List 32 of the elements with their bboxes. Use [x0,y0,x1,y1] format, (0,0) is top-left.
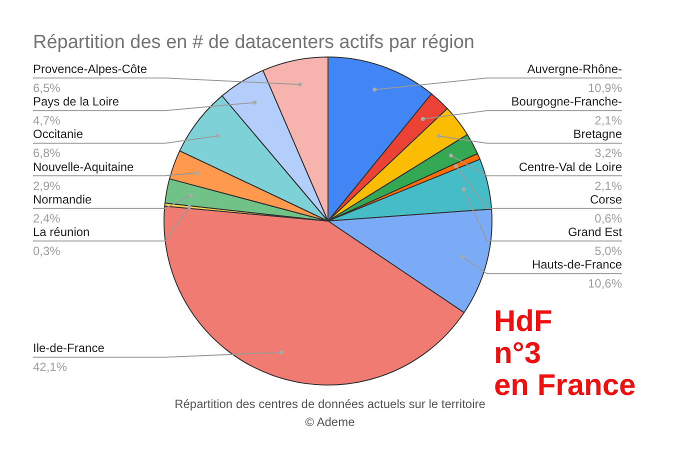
slice-label: Corse [590,192,622,206]
data-label: 10,6% [588,276,622,291]
slice-label: Grand Est [568,225,623,239]
slice-label: Nouvelle-Aquitaine [33,160,134,174]
slice-label: Bourgogne-Franche- [511,94,622,109]
chart-title: Répartition des en # de datacenters actifs par région [33,32,474,53]
data-label: 2,9% [33,178,61,193]
data-label: 42,1% [33,360,68,374]
data-label: 0,3% [33,244,61,258]
data-label: 2,1% [594,178,622,193]
text: HdF n°3 en France [494,305,636,402]
slice-label: La réunion [33,225,90,239]
data-label: 3,2% [594,146,622,160]
slice-label: Normandie [33,192,92,206]
slice-label: Auvergne-Rhône- [527,62,622,76]
data-label: 10,9% [588,81,622,95]
slice-label: Provence-Alpes-Côte [33,62,148,76]
text: Répartition des centres de données actuels sur le territoire [174,397,486,411]
text: © Ademe [305,415,356,429]
slice-label: Ile-de-France [33,341,105,356]
slice-label: Occitanie [33,127,84,142]
data-label: 6,5% [33,81,61,95]
data-label: 5,0% [594,244,622,258]
slice-label: Pays de la Loire [33,94,120,109]
slice-label: Bretagne [573,127,622,142]
slice-label: Hauts-de-France [532,258,622,272]
data-label: 2,4% [33,211,61,226]
data-label: 6,8% [33,146,61,160]
data-label: 4,7% [33,114,61,128]
data-label: 2,1% [594,114,622,128]
slice-label: Centre-Val de Loire [518,160,622,174]
data-label: 0,6% [594,211,622,226]
